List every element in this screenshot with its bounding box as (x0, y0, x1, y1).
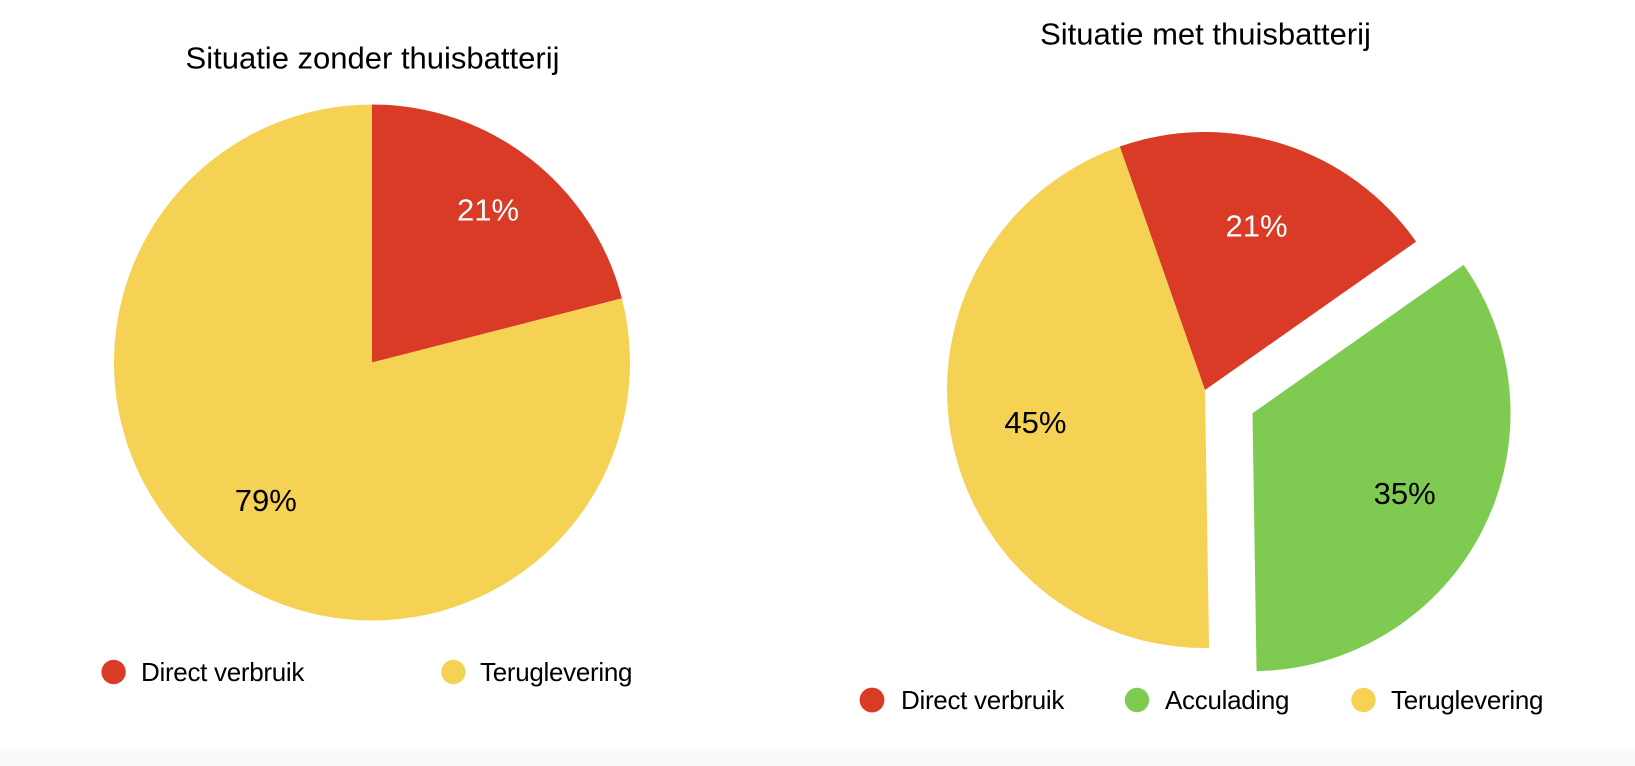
svg-text:Situatie met thuisbatterij: Situatie met thuisbatterij (1040, 17, 1371, 52)
svg-text:45%: 45% (1004, 405, 1066, 440)
svg-text:Direct verbruik: Direct verbruik (901, 685, 1065, 715)
svg-text:Teruglevering: Teruglevering (480, 657, 632, 687)
svg-text:Situatie zonder thuisbatterij: Situatie zonder thuisbatterij (186, 41, 560, 76)
svg-text:35%: 35% (1374, 476, 1436, 511)
svg-text:21%: 21% (457, 193, 519, 228)
svg-text:Teruglevering: Teruglevering (1391, 685, 1543, 715)
svg-text:Direct verbruik: Direct verbruik (141, 657, 305, 687)
svg-text:Acculading: Acculading (1165, 685, 1289, 715)
svg-text:21%: 21% (1225, 209, 1287, 244)
svg-text:79%: 79% (235, 483, 297, 518)
